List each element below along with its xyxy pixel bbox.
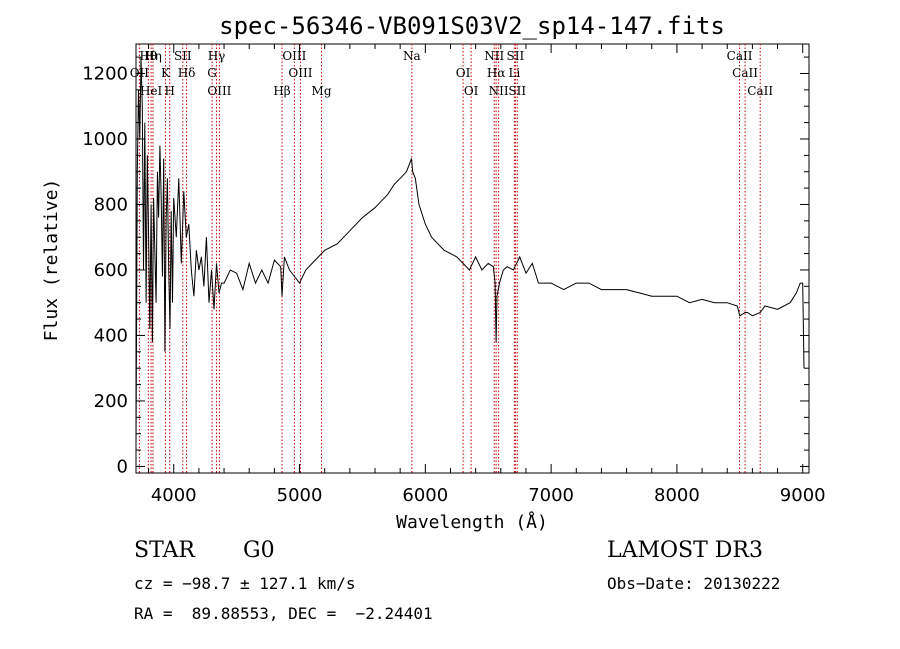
redshift-velocity: cz = −98.7 ± 127.1 km/s <box>134 574 356 593</box>
x-tick-label-2: 6000 <box>402 485 448 506</box>
y-axis-label: Flux (relative) <box>41 179 62 342</box>
line-label-3: Hη <box>144 49 162 63</box>
plot-frame <box>135 43 810 474</box>
spectral-line-labels: HθOIIHeIHηKHSIIHδOIIIHγGHβOIIIOIIIMgNaOI… <box>130 49 774 98</box>
observation-date: Obs−Date: 20130222 <box>607 574 781 593</box>
line-label-14: Mg <box>312 84 332 98</box>
x-axis-label: Wavelength (Å) <box>396 511 548 533</box>
line-label-24: CaII <box>727 49 753 63</box>
line-label-7: Hδ <box>178 66 196 80</box>
object-subclass: G0 <box>243 538 275 563</box>
line-label-26: CaII <box>747 84 773 98</box>
line-label-2: HeI <box>140 84 163 98</box>
x-tick-label-0: 4000 <box>151 485 197 506</box>
spectrum-series-line <box>135 57 805 447</box>
line-label-9: Hγ <box>208 49 226 63</box>
line-label-16: OI <box>456 66 471 80</box>
x-tick-label-1: 5000 <box>277 485 323 506</box>
y-tick-label-6: 1200 <box>82 63 128 84</box>
line-label-4: K <box>161 66 171 80</box>
x-tick-label-3: 7000 <box>528 485 574 506</box>
spectral-line-markers <box>138 44 761 473</box>
y-tick-label-1: 200 <box>94 391 128 412</box>
x-axis-ticks: 4000 5000 6000 7000 8000 9000 <box>148 44 826 506</box>
line-label-15: Na <box>403 49 421 63</box>
y-tick-label-3: 600 <box>94 260 128 281</box>
line-label-12: OIII <box>282 49 306 63</box>
line-label-11: Hβ <box>273 84 290 98</box>
y-axis-ticks: 0 200 400 600 800 1000 1200 <box>82 56 809 477</box>
x-tick-label-5: 9000 <box>780 485 826 506</box>
chart-title: spec-56346-VB091S03V2_sp14-147.fits <box>219 12 725 40</box>
object-type: STAR <box>134 538 195 563</box>
survey-name: LAMOST DR3 <box>607 538 763 563</box>
y-tick-label-0: 0 <box>117 456 128 477</box>
y-tick-label-5: 1000 <box>82 129 128 150</box>
coordinates: RA = 89.88553, DEC = −2.24401 <box>134 604 433 623</box>
line-label-0: Hθ <box>139 49 157 63</box>
line-label-23: SII <box>508 84 526 98</box>
line-label-19: Hα <box>487 66 506 80</box>
line-label-18: NII <box>484 49 504 63</box>
line-label-17: OI <box>464 84 479 98</box>
line-label-13: OIII <box>288 66 312 80</box>
line-label-21: SII <box>507 49 525 63</box>
y-tick-label-2: 400 <box>94 325 128 346</box>
line-label-5: H <box>164 84 174 98</box>
line-label-25: CaII <box>732 66 758 80</box>
line-label-10: G <box>207 66 217 80</box>
y-tick-label-4: 800 <box>94 194 128 215</box>
line-label-6: SII <box>174 49 192 63</box>
x-tick-label-4: 8000 <box>654 485 700 506</box>
line-label-8: OIII <box>207 84 231 98</box>
line-label-20: NII <box>489 84 509 98</box>
line-label-22: Li <box>508 66 520 80</box>
